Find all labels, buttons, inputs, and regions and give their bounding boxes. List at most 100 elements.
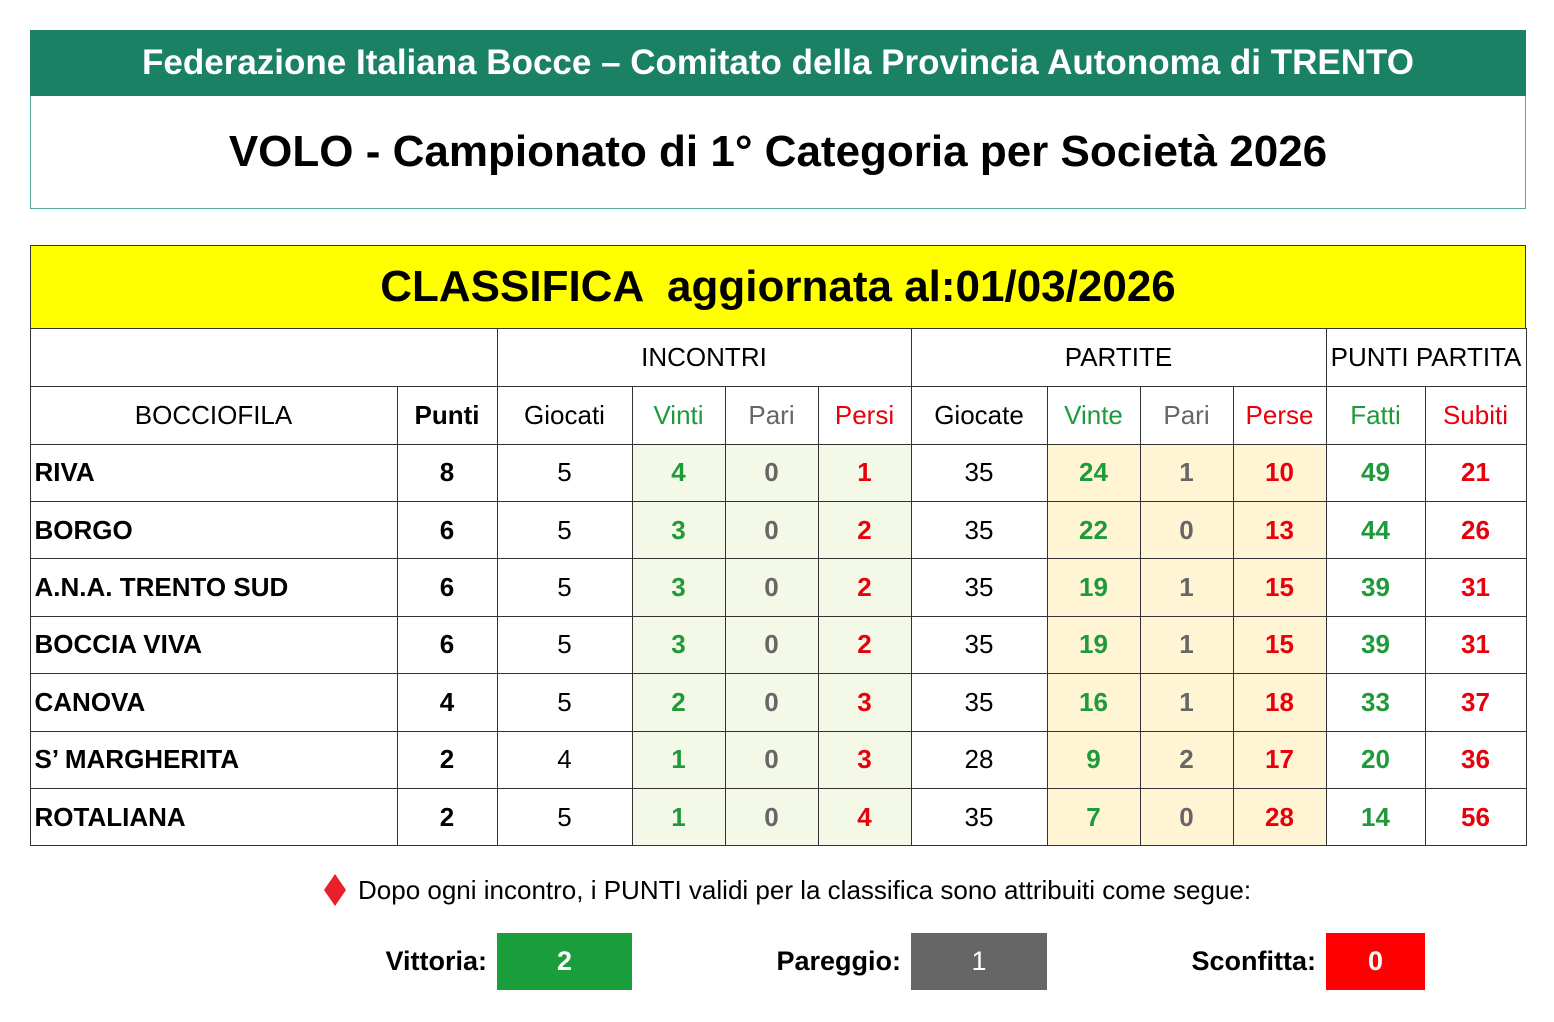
column-header: Punti xyxy=(396,385,498,445)
stat-cell: 39 xyxy=(1325,558,1426,617)
stat-cell: 13 xyxy=(1232,500,1327,560)
stat-cell: 9 xyxy=(1046,730,1141,790)
team-name: BORGO xyxy=(29,500,398,560)
stat-cell: 7 xyxy=(1046,788,1141,847)
column-header: Pari xyxy=(724,385,819,445)
scoring-points: 0 xyxy=(1326,933,1425,990)
stat-cell: 35 xyxy=(910,558,1048,617)
stat-cell: 31 xyxy=(1424,558,1527,617)
federation-bar: Federazione Italiana Bocce – Comitato de… xyxy=(30,30,1526,96)
stat-cell: 5 xyxy=(496,788,633,847)
stat-cell: 49 xyxy=(1325,443,1426,502)
stat-cell: 2 xyxy=(1139,730,1234,790)
classifica-label: CLASSIFICA aggiornata al: xyxy=(380,262,956,311)
stat-cell: 0 xyxy=(724,443,819,502)
header-cell xyxy=(29,327,498,387)
team-name: CANOVA xyxy=(29,673,398,732)
stat-cell: 5 xyxy=(496,615,633,675)
classifica-date: 01/03/2026 xyxy=(955,262,1176,311)
stat-cell: 3 xyxy=(631,500,726,560)
stat-cell: 6 xyxy=(396,500,498,560)
stat-cell: 39 xyxy=(1325,615,1426,675)
stat-cell: 6 xyxy=(396,615,498,675)
stat-cell: 37 xyxy=(1424,673,1527,732)
stat-cell: 24 xyxy=(1046,443,1141,502)
stat-cell: 8 xyxy=(396,443,498,502)
stat-cell: 0 xyxy=(724,730,819,790)
stat-cell: 19 xyxy=(1046,558,1141,617)
stat-cell: 4 xyxy=(396,673,498,732)
team-name: ROTALIANA xyxy=(29,788,398,847)
stat-cell: 0 xyxy=(724,788,819,847)
stat-cell: 56 xyxy=(1424,788,1527,847)
stat-cell: 0 xyxy=(724,673,819,732)
stat-cell: 1 xyxy=(1139,558,1234,617)
stat-cell: 3 xyxy=(817,730,912,790)
stat-cell: 0 xyxy=(1139,788,1234,847)
column-header: Giocati xyxy=(496,385,633,445)
column-header: Persi xyxy=(817,385,912,445)
team-name: A.N.A. TRENTO SUD xyxy=(29,558,398,617)
column-header: Subiti xyxy=(1424,385,1527,445)
stat-cell: 14 xyxy=(1325,788,1426,847)
stat-cell: 3 xyxy=(817,673,912,732)
group-header: INCONTRI xyxy=(496,327,912,387)
stat-cell: 1 xyxy=(631,730,726,790)
group-header: PARTITE xyxy=(910,327,1327,387)
stat-cell: 20 xyxy=(1325,730,1426,790)
page-title: VOLO - Campionato di 1° Categoria per So… xyxy=(30,96,1526,209)
column-header: Vinte xyxy=(1046,385,1141,445)
stat-cell: 0 xyxy=(1139,500,1234,560)
stat-cell: 15 xyxy=(1232,558,1327,617)
column-header: Giocate xyxy=(910,385,1048,445)
stat-cell: 1 xyxy=(1139,673,1234,732)
stat-cell: 5 xyxy=(496,673,633,732)
stat-cell: 36 xyxy=(1424,730,1527,790)
scoring-points: 1 xyxy=(911,933,1047,990)
column-header: Fatti xyxy=(1325,385,1426,445)
stat-cell: 35 xyxy=(910,615,1048,675)
stat-cell: 1 xyxy=(817,443,912,502)
scoring-points: 2 xyxy=(497,933,632,990)
stat-cell: 2 xyxy=(396,788,498,847)
stat-cell: 1 xyxy=(1139,443,1234,502)
column-header: Perse xyxy=(1232,385,1327,445)
stat-cell: 3 xyxy=(631,615,726,675)
stat-cell: 44 xyxy=(1325,500,1426,560)
stat-cell: 1 xyxy=(631,788,726,847)
group-header: PUNTI PARTITA xyxy=(1325,327,1527,387)
stat-cell: 17 xyxy=(1232,730,1327,790)
stat-cell: 2 xyxy=(817,558,912,617)
stat-cell: 16 xyxy=(1046,673,1141,732)
stat-cell: 31 xyxy=(1424,615,1527,675)
stat-cell: 4 xyxy=(817,788,912,847)
stat-cell: 15 xyxy=(1232,615,1327,675)
note: Dopo ogni incontro, i PUNTI validi per l… xyxy=(320,868,1420,912)
stat-cell: 0 xyxy=(724,500,819,560)
stat-cell: 28 xyxy=(1232,788,1327,847)
stat-cell: 2 xyxy=(631,673,726,732)
team-name: RIVA xyxy=(29,443,398,502)
stat-cell: 21 xyxy=(1424,443,1527,502)
stat-cell: 0 xyxy=(724,558,819,617)
stat-cell: 19 xyxy=(1046,615,1141,675)
column-header: Pari xyxy=(1139,385,1234,445)
stat-cell: 33 xyxy=(1325,673,1426,732)
scoring-label: Pareggio: xyxy=(776,946,901,976)
stat-cell: 10 xyxy=(1232,443,1327,502)
stat-cell: 3 xyxy=(631,558,726,617)
stat-cell: 4 xyxy=(631,443,726,502)
stat-cell: 18 xyxy=(1232,673,1327,732)
stat-cell: 26 xyxy=(1424,500,1527,560)
stat-cell: 4 xyxy=(496,730,633,790)
stat-cell: 0 xyxy=(724,615,819,675)
stat-cell: 6 xyxy=(396,558,498,617)
classifica-bar: CLASSIFICA aggiornata al: 01/03/2026 xyxy=(30,245,1526,329)
team-name: S’ MARGHERITA xyxy=(29,730,398,790)
stat-cell: 35 xyxy=(910,500,1048,560)
column-header: BOCCIOFILA xyxy=(29,385,398,445)
note-text: Dopo ogni incontro, i PUNTI validi per l… xyxy=(358,874,1252,905)
stat-cell: 22 xyxy=(1046,500,1141,560)
stat-cell: 2 xyxy=(396,730,498,790)
